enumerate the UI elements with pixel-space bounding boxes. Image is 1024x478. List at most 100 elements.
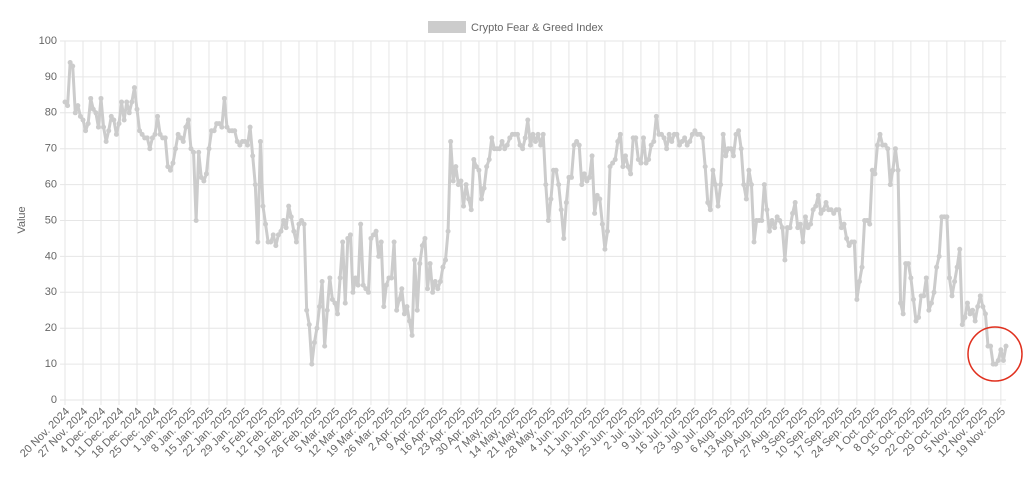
data-point — [928, 300, 934, 306]
data-point — [317, 304, 323, 310]
data-point — [173, 146, 179, 152]
data-point — [234, 139, 240, 145]
data-point — [944, 214, 950, 220]
data-point — [108, 113, 114, 119]
data-point — [872, 171, 878, 177]
data-point — [638, 160, 644, 166]
data-point — [507, 135, 513, 141]
data-point — [517, 142, 523, 148]
data-point — [543, 182, 549, 188]
data-point — [898, 300, 904, 306]
data-point — [293, 239, 299, 245]
data-point — [1000, 358, 1006, 364]
data-point — [687, 139, 693, 145]
data-point — [808, 221, 814, 227]
data-point — [270, 232, 276, 238]
data-point — [576, 142, 582, 148]
y-tick-label: 20 — [45, 322, 57, 334]
data-point — [553, 167, 559, 173]
data-point — [332, 300, 338, 306]
y-tick-label: 90 — [45, 71, 57, 83]
data-point — [664, 146, 670, 152]
data-point — [692, 128, 698, 134]
data-point — [383, 282, 389, 288]
data-point — [975, 304, 981, 310]
data-point — [684, 142, 690, 148]
data-point — [389, 275, 395, 281]
data-point — [479, 196, 485, 202]
data-point — [113, 131, 119, 137]
data-point — [314, 325, 320, 331]
data-point — [846, 243, 852, 249]
data-point — [191, 149, 197, 155]
data-point — [640, 135, 646, 141]
data-point — [306, 322, 312, 328]
data-point — [144, 135, 150, 141]
data-point — [658, 131, 664, 137]
data-point — [787, 225, 793, 231]
data-point — [995, 358, 1001, 364]
y-tick-label: 40 — [45, 250, 57, 262]
data-point — [921, 293, 927, 299]
data-point — [759, 218, 765, 223]
data-point — [579, 182, 585, 188]
data-point — [712, 182, 718, 188]
data-point — [792, 200, 798, 206]
data-point — [946, 275, 952, 281]
data-point — [196, 149, 202, 155]
data-point — [589, 153, 595, 159]
data-point — [548, 196, 554, 202]
data-point — [777, 218, 783, 223]
data-point — [820, 207, 826, 213]
data-point — [255, 239, 261, 245]
data-point — [468, 207, 474, 213]
data-point — [913, 318, 919, 324]
data-point — [324, 307, 330, 313]
y-axis-label: Value — [16, 206, 28, 233]
data-point — [697, 131, 703, 137]
data-point — [80, 117, 86, 123]
data-point — [584, 178, 590, 184]
data-point — [281, 218, 287, 223]
data-point — [892, 146, 898, 152]
legend-label[interactable]: Crypto Fear & Greed Index — [471, 22, 604, 34]
data-point — [602, 246, 608, 252]
data-point — [761, 182, 767, 188]
data-point — [934, 264, 940, 270]
data-point — [134, 106, 140, 112]
data-point — [252, 182, 258, 188]
data-point — [360, 282, 366, 288]
data-point — [748, 182, 754, 188]
data-point — [895, 167, 901, 173]
data-point — [391, 239, 397, 245]
data-point — [183, 124, 189, 130]
data-point — [707, 207, 713, 213]
data-point — [319, 279, 325, 285]
data-point — [440, 264, 446, 270]
legend-swatch[interactable] — [428, 21, 466, 33]
data-point — [373, 228, 379, 234]
data-point — [823, 200, 829, 206]
data-point — [802, 214, 808, 220]
data-point — [124, 99, 130, 105]
data-point — [221, 95, 227, 101]
data-point — [175, 131, 181, 137]
data-point — [450, 178, 456, 184]
data-point — [558, 207, 564, 213]
data-point — [147, 146, 153, 152]
data-point — [484, 164, 490, 170]
data-point — [864, 218, 870, 223]
data-point — [275, 232, 281, 238]
data-point — [193, 218, 199, 223]
data-point — [520, 146, 526, 152]
data-point — [126, 110, 132, 116]
data-point — [409, 332, 415, 338]
data-point — [715, 203, 721, 209]
data-point — [844, 235, 850, 241]
data-point — [859, 264, 865, 270]
data-point — [355, 282, 361, 288]
data-point — [885, 146, 891, 152]
data-point — [224, 124, 230, 130]
data-point — [98, 95, 104, 101]
data-point — [311, 340, 317, 346]
